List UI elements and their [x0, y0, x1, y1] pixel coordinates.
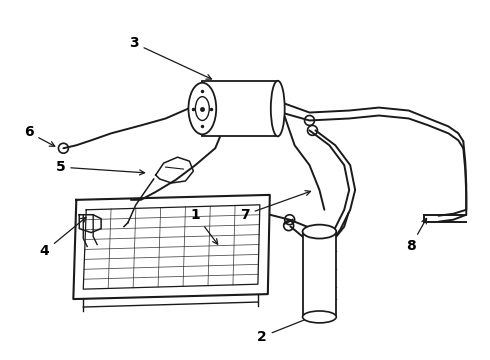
Ellipse shape: [271, 81, 285, 136]
Text: 7: 7: [240, 191, 311, 222]
Text: 5: 5: [55, 160, 145, 175]
Ellipse shape: [189, 83, 216, 134]
Text: 9: 9: [0, 359, 1, 360]
Text: 8: 8: [406, 219, 426, 253]
Bar: [302, 231, 336, 317]
Text: 1: 1: [191, 208, 218, 244]
Text: 3: 3: [129, 36, 212, 79]
Text: 6: 6: [24, 125, 55, 146]
Text: 4: 4: [40, 217, 86, 258]
Ellipse shape: [302, 225, 336, 239]
Ellipse shape: [302, 311, 336, 323]
Text: 2: 2: [257, 315, 316, 344]
Ellipse shape: [196, 96, 209, 121]
Bar: [202, 81, 278, 136]
